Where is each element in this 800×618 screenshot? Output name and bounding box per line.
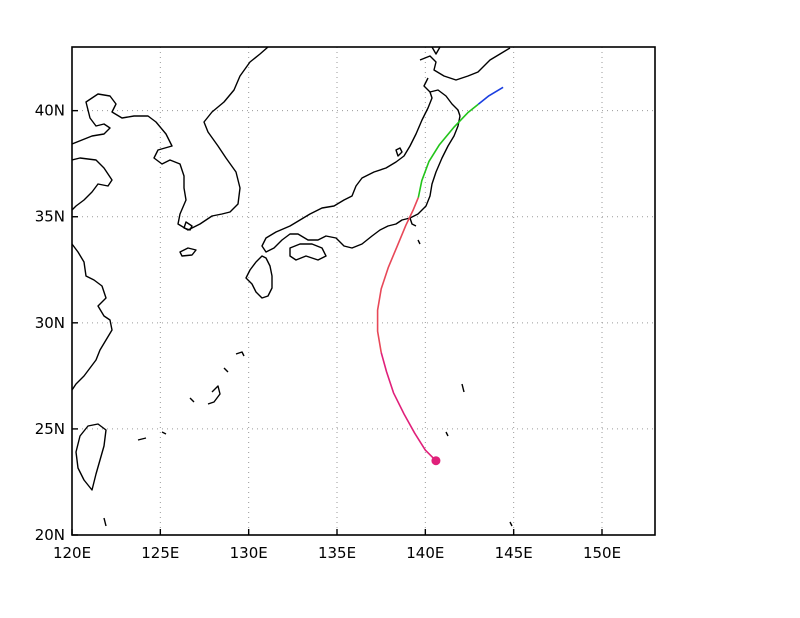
- x-tick-label: 125E: [141, 544, 179, 562]
- track-start-marker: [431, 456, 441, 466]
- coastline: [72, 47, 513, 527]
- coast-isle-6: [509, 521, 513, 527]
- coast-ryukyu-4: [189, 397, 195, 403]
- map-frame: [71, 46, 656, 536]
- coast-sakhalin-tip: [431, 47, 441, 55]
- track-segment: [477, 86, 504, 105]
- coast-sado: [395, 147, 403, 157]
- x-tick-label: 140E: [406, 544, 444, 562]
- coast-honshu: [261, 91, 461, 253]
- coast-mainland: [72, 47, 269, 231]
- coast-isle-3: [161, 431, 167, 435]
- coast-china-south: [72, 243, 113, 391]
- coast-bonin: [445, 431, 449, 437]
- coast-ryukyu-3: [207, 385, 221, 405]
- graticule: [72, 47, 655, 535]
- track-segment: [380, 352, 437, 462]
- x-tick-label: 130E: [230, 544, 268, 562]
- x-tick-label: 120E: [53, 544, 91, 562]
- y-tick-label: 30N: [35, 314, 65, 332]
- y-tick-label: 35N: [35, 208, 65, 226]
- x-tick-label: 135E: [318, 544, 356, 562]
- y-tick-label: 25N: [35, 420, 65, 438]
- coast-ryukyu-2: [223, 367, 229, 373]
- x-axis-ticks: 120E 125E 130E 135E 140E 145E 150E: [53, 529, 621, 562]
- coast-shikoku: [289, 243, 327, 261]
- coast-jeju: [179, 247, 197, 257]
- typhoon-track: [376, 86, 504, 466]
- y-axis-ticks: 20N 25N 30N 35N 40N: [35, 102, 78, 544]
- coast-izu: [409, 217, 417, 227]
- coast-isle-5: [461, 383, 465, 393]
- y-tick-label: 20N: [35, 526, 65, 544]
- coast-taiwan: [75, 423, 107, 491]
- coast-hokkaido: [419, 47, 511, 117]
- track-segment: [376, 197, 420, 353]
- coast-china-east: [72, 157, 113, 211]
- coast-korea-isle: [183, 221, 193, 231]
- y-tick-label: 40N: [35, 102, 65, 120]
- track-segment: [417, 103, 479, 198]
- x-tick-label: 150E: [583, 544, 621, 562]
- coast-isle-4: [103, 517, 107, 527]
- coast-isle-2: [137, 437, 147, 441]
- coast-isle-1: [417, 239, 421, 245]
- coast-kyushu: [245, 255, 273, 299]
- x-tick-label: 145E: [495, 544, 533, 562]
- coast-ryukyu-1: [235, 351, 245, 357]
